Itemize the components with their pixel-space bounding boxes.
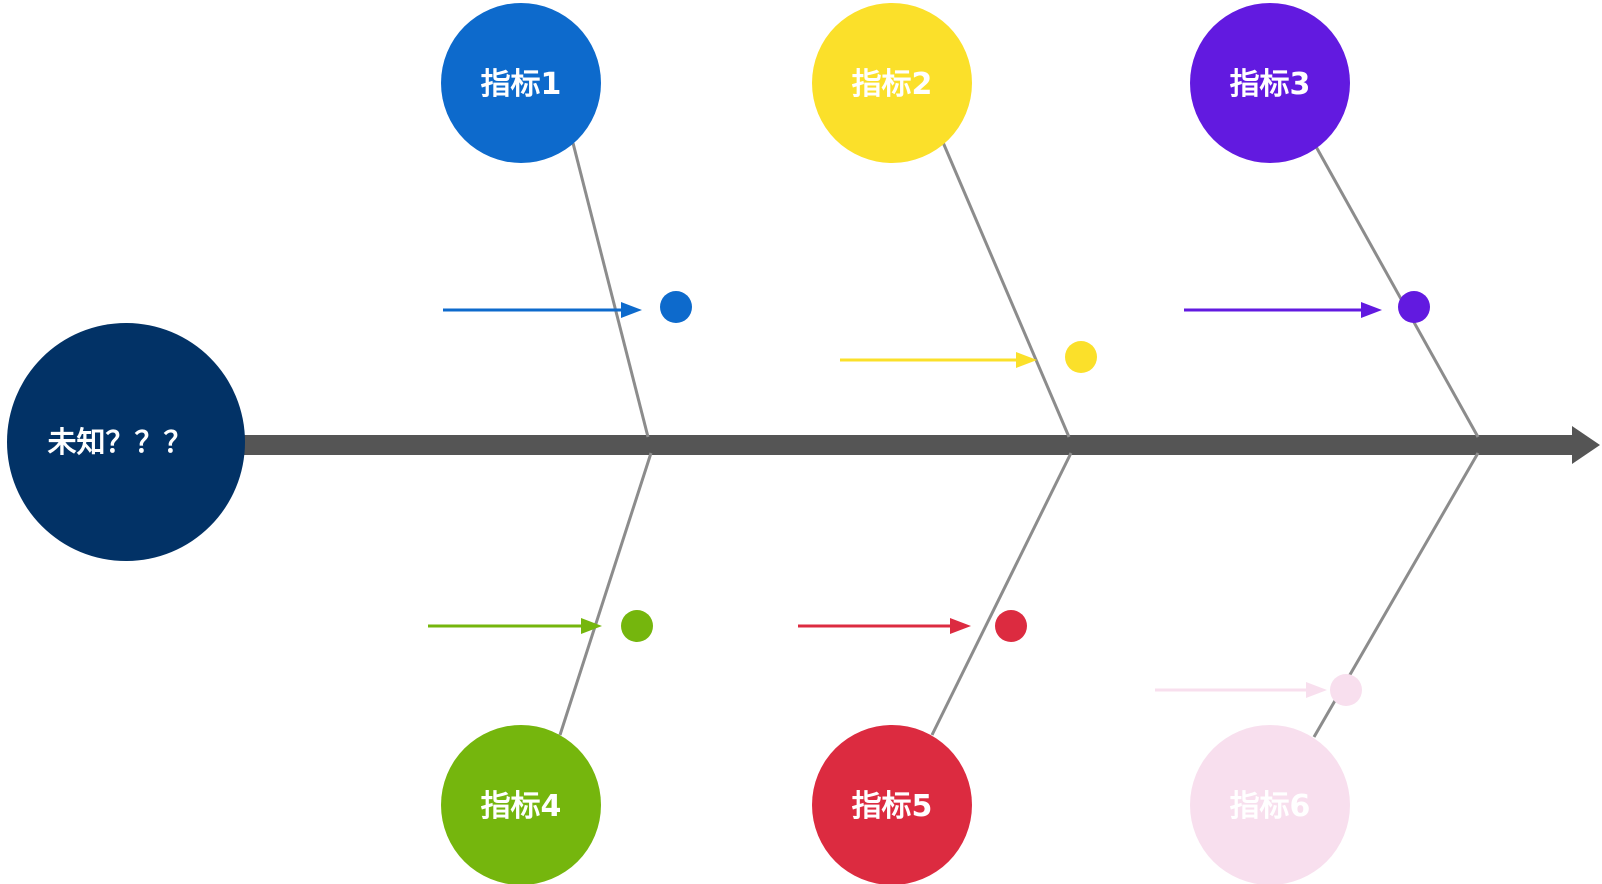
indicator-label-6: 指标6 [1230,789,1311,824]
bone-1 [571,142,650,438]
indicator-label-2: 指标2 [852,67,933,102]
indicator-node-6: 指标6 [1190,725,1350,884]
cause-arrows [428,291,1430,706]
cause-arrow-3 [1184,291,1430,323]
cause-arrow-6 [1155,674,1362,706]
bone-3 [1312,142,1480,438]
cause-dot-2 [1065,341,1097,373]
indicator-nodes: 指标1 指标2 指标3 指标4 指标5 指标6 [441,3,1350,884]
cause-arrow-5 [798,610,1027,642]
cause-dot-3 [1398,291,1430,323]
cause-dot-5 [995,610,1027,642]
bone-2 [940,139,1071,438]
spine [238,426,1600,464]
indicator-node-4: 指标4 [441,725,601,884]
bone-4 [558,452,653,736]
indicator-node-2: 指标2 [812,3,972,163]
cause-arrow-2 [840,341,1097,373]
cause-arrow-1 [443,291,692,323]
indicator-label-3: 指标3 [1230,67,1311,102]
cause-dot-6 [1330,674,1362,706]
indicator-node-5: 指标5 [812,725,972,884]
problem-head: 未知？？？ [7,323,245,561]
indicator-node-3: 指标3 [1190,3,1350,163]
indicator-label-4: 指标4 [481,789,562,824]
branch-bones [558,139,1480,738]
indicator-label-1: 指标1 [481,67,562,102]
indicator-node-1: 指标1 [441,3,601,163]
indicator-label-5: 指标5 [852,789,933,824]
problem-head-label: 未知？？？ [47,425,192,459]
cause-dot-1 [660,291,692,323]
cause-arrow-4 [428,610,653,642]
bone-5 [930,452,1073,736]
cause-dot-4 [621,610,653,642]
